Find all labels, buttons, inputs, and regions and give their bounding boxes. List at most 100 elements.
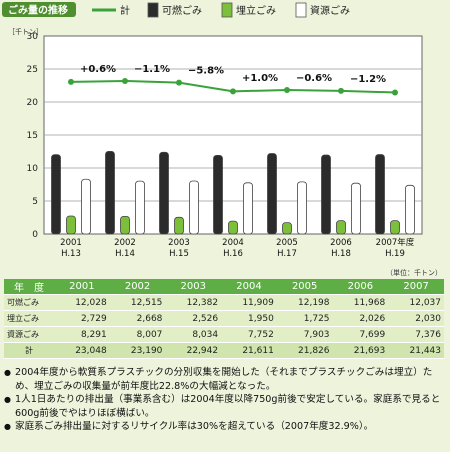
table-row: 可燃ごみ 12,028 12,515 12,382 11,909 12,198 … (4, 294, 444, 311)
legend-bar-swatch (147, 2, 159, 18)
table-cell: 12,037 (388, 294, 444, 311)
table-header-label: 年 度 (4, 279, 54, 295)
change-annotation: −5.8% (188, 66, 224, 77)
table-cell: 2,729 (54, 310, 110, 327)
table-cell: 21,443 (388, 342, 444, 359)
table-cell: 7,903 (276, 326, 333, 343)
table-year: 2002 (109, 279, 166, 295)
chart-title-badge (2, 2, 76, 17)
x-tick-label: 2006 (330, 238, 352, 248)
table-year: 2007 (388, 279, 444, 295)
bar (135, 180, 145, 235)
table-cell: 23,048 (54, 342, 110, 359)
table-cell: 11,909 (221, 294, 277, 311)
bar (351, 182, 361, 235)
table-row: 資源ごみ 8,291 8,007 8,034 7,752 7,903 7,699… (4, 326, 444, 343)
x-tick-label: 2004 (222, 238, 244, 248)
table-cell: 7,699 (332, 326, 389, 343)
notes: 2004年度から軟質系プラスチックの分別収集を開始した（それまでプラスチックごみ… (4, 366, 448, 434)
total-point (392, 89, 398, 96)
legend-bar-swatch (221, 2, 233, 18)
table-cell: 12,515 (109, 294, 166, 311)
waste-table: 年 度 2001 2002 2003 2004 2005 2006 2007 可… (4, 279, 444, 359)
legend-bar-swatch (295, 2, 307, 18)
table-cell: 2,526 (165, 310, 222, 327)
total-point (230, 88, 236, 95)
bar (297, 181, 307, 235)
table-cell: 8,291 (54, 326, 110, 343)
bar (243, 182, 253, 235)
row-label: 計 (4, 342, 54, 359)
table-cell: 12,028 (54, 294, 110, 311)
table-cell: 23,190 (109, 342, 166, 359)
change-annotation: −1.2% (350, 74, 386, 85)
x-tick-label: 2005 (276, 238, 298, 248)
row-label: 埋立ごみ (4, 310, 54, 327)
table-year: 2003 (165, 279, 222, 295)
table-year: 2001 (54, 279, 110, 295)
note-item: 1人1日あたりの排出量（事業系含む）は2004年度以降750g前後で安定している… (4, 393, 448, 420)
y-tick-label: 10 (27, 164, 39, 174)
x-tick-label: H.14 (115, 249, 135, 259)
change-annotation: +1.0% (242, 73, 278, 84)
table-cell: 8,034 (165, 326, 222, 343)
y-tick-label: 30 (27, 32, 39, 42)
row-label: 資源ごみ (4, 326, 54, 343)
x-tick-label: H.15 (169, 249, 189, 259)
table-cell: 1,950 (221, 310, 277, 327)
total-point (68, 78, 74, 85)
change-annotation: −1.1% (134, 64, 170, 75)
table-total-row: 計 23,048 23,190 22,942 21,611 21,826 21,… (4, 342, 444, 359)
table-cell: 7,376 (388, 326, 444, 343)
change-annotation: −0.6% (296, 73, 332, 84)
y-tick-label: 25 (27, 65, 38, 75)
bar (120, 215, 130, 235)
bar (336, 220, 346, 235)
y-tick-label: 20 (27, 98, 39, 108)
table-cell: 12,382 (165, 294, 222, 311)
table-row: 埋立ごみ 2,729 2,668 2,526 1,950 1,725 2,026… (4, 310, 444, 327)
bar (174, 216, 184, 235)
bar (51, 154, 61, 235)
note-item: 家庭系ごみ排出量に対するリサイクル率は30%を超えている（2007年度32.9%… (4, 420, 448, 434)
table-cell: 11,968 (332, 294, 389, 311)
legend-label: 資源ごみ (310, 4, 350, 17)
x-tick-label: 2001 (60, 238, 82, 248)
x-tick-label: 2003 (168, 238, 190, 248)
legend-label: 計 (120, 4, 130, 17)
bar (405, 184, 415, 235)
chart-title: ごみ量の推移 (8, 4, 68, 17)
table-cell: 8,007 (109, 326, 166, 343)
table-cell: 21,611 (221, 342, 277, 359)
x-tick-label: H.17 (277, 249, 297, 259)
waste-chart: ごみ量の推移 計 可燃ごみ 埋立ごみ 資源ごみ ［千トン］ 0 5 10 15 20 25 30 2001… (2, 2, 423, 259)
table-cell: 2,026 (332, 310, 389, 327)
bar (375, 154, 385, 235)
bar (66, 215, 76, 235)
legend-label: 可燃ごみ (162, 4, 202, 17)
y-unit-label: ［千トン］ (8, 27, 43, 36)
bar (390, 220, 400, 235)
table-header-row: 年 度 2001 2002 2003 2004 2005 2006 2007 (4, 279, 444, 295)
total-point (122, 77, 128, 84)
total-point (338, 87, 344, 94)
table-cell: 12,198 (276, 294, 333, 311)
x-tick-label: 2002 (114, 238, 136, 248)
bar (105, 151, 115, 235)
bar (213, 155, 223, 235)
change-annotation: +0.6% (80, 64, 116, 75)
table-cell: 21,693 (332, 342, 389, 359)
y-tick-label: 5 (32, 197, 38, 207)
x-tick-label: H.13 (61, 249, 81, 259)
bar (81, 178, 91, 235)
row-label: 可燃ごみ (4, 294, 54, 311)
table-year: 2005 (276, 279, 333, 295)
table-cell: 2,030 (388, 310, 444, 327)
table-cell: 1,725 (276, 310, 333, 327)
table-cell: 7,752 (221, 326, 277, 343)
bar (159, 151, 169, 235)
table-unit: （単位：千トン） (386, 269, 442, 277)
y-tick-label: 15 (27, 131, 38, 141)
bar (267, 153, 277, 235)
bar (282, 222, 292, 235)
